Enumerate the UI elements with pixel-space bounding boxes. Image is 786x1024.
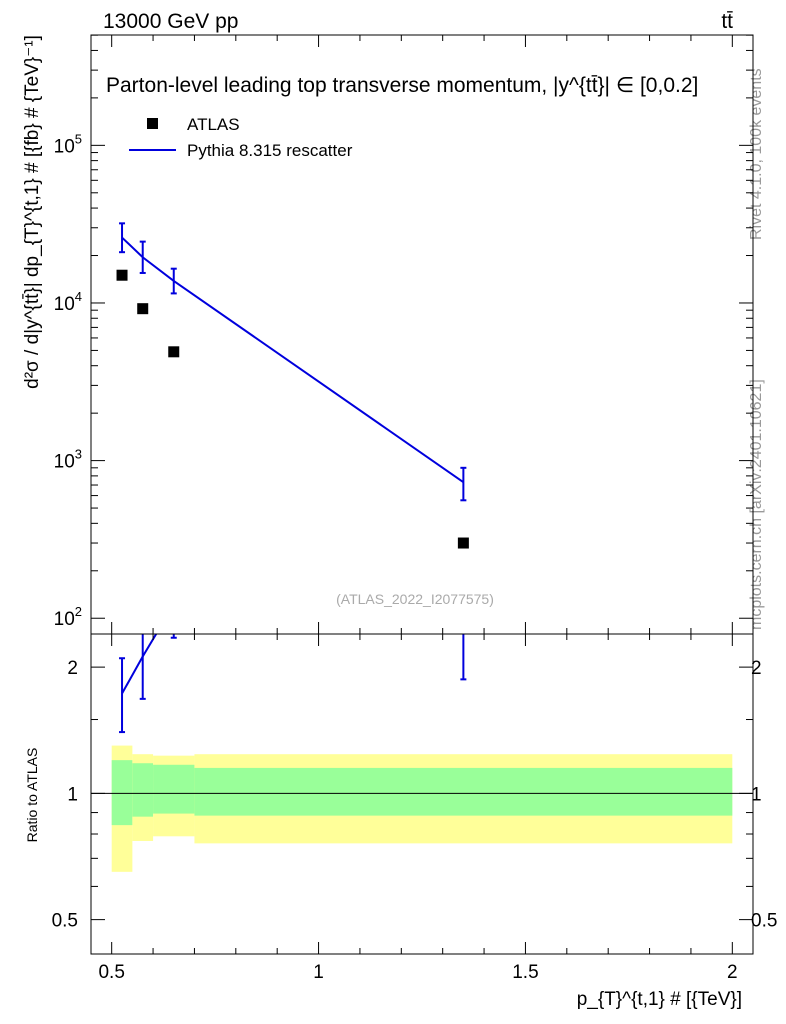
x-tick-label-2: 1.5 bbox=[512, 962, 538, 983]
ratio-y-tick-label-right-0: 0.5 bbox=[751, 911, 777, 932]
y-tick-label-0: 102 bbox=[54, 604, 82, 630]
data-point-3 bbox=[457, 537, 469, 549]
mc-line bbox=[121, 236, 464, 483]
legend-mc-label: Pythia 8.315 rescatter bbox=[187, 141, 353, 160]
main-plot-area bbox=[116, 222, 469, 549]
ratio-y-tick-label-left-2: 2 bbox=[67, 658, 78, 679]
energy-label: 13000 GeV pp bbox=[103, 10, 238, 33]
legend-data-marker bbox=[147, 118, 158, 129]
y-tick-label-2: 104 bbox=[54, 289, 82, 315]
y-tick-label-3: 105 bbox=[54, 131, 82, 157]
x-tick-label-1: 1 bbox=[313, 962, 324, 983]
ratio-plot-area bbox=[91, 634, 753, 794]
ratio-y-tick-label-right-2: 2 bbox=[751, 658, 762, 679]
ratio-mc-line bbox=[121, 634, 158, 695]
data-point-1 bbox=[137, 303, 149, 315]
band-inner-3 bbox=[194, 767, 733, 816]
x-axis-title: p_{T}^{t,1} # [{TeV}] bbox=[577, 989, 742, 1010]
x-tick-label-0: 0.5 bbox=[98, 962, 124, 983]
axis-tick-labels: 0.5 1 1.5 2 102 103 104 105 0.5 0.5 1 1 2 2 bbox=[52, 131, 778, 983]
ratio-y-tick-label-right-1: 1 bbox=[751, 784, 762, 805]
ratio-y-tick-label-left-0: 0.5 bbox=[52, 911, 78, 932]
process-label: tt̄ bbox=[721, 10, 733, 33]
main-y-axis-title: d²σ / d|y^{tt̄}| dp_{T}^{t,1} # [{fb} # … bbox=[22, 35, 43, 389]
band-inner-0 bbox=[111, 760, 133, 826]
mcplots-label: mcplots.cern.ch [arXiv:2401.10621] bbox=[748, 379, 765, 630]
band-inner-1 bbox=[132, 763, 154, 817]
analysis-reference: (ATLAS_2022_I2077575) bbox=[336, 591, 494, 607]
axis-ticks bbox=[91, 34, 753, 954]
y-tick-label-1: 103 bbox=[54, 447, 82, 473]
band-inner-2 bbox=[153, 764, 195, 814]
x-tick-label-3: 2 bbox=[727, 962, 738, 983]
rivet-label: Rivet 4.1.0, 100k events bbox=[748, 68, 765, 240]
ratio-bands bbox=[111, 745, 733, 872]
ratio-frame bbox=[90, 633, 754, 955]
plot-title: Parton-level leading top transverse mome… bbox=[106, 74, 698, 97]
legend-data-label: ATLAS bbox=[187, 115, 240, 134]
ratio-y-axis-title: Ratio to ATLAS bbox=[24, 748, 40, 843]
legend: ATLAS Pythia 8.315 rescatter bbox=[129, 115, 353, 160]
ratio-y-tick-label-left-1: 1 bbox=[67, 784, 78, 805]
data-point-0 bbox=[116, 269, 128, 281]
data-point-2 bbox=[168, 346, 180, 358]
